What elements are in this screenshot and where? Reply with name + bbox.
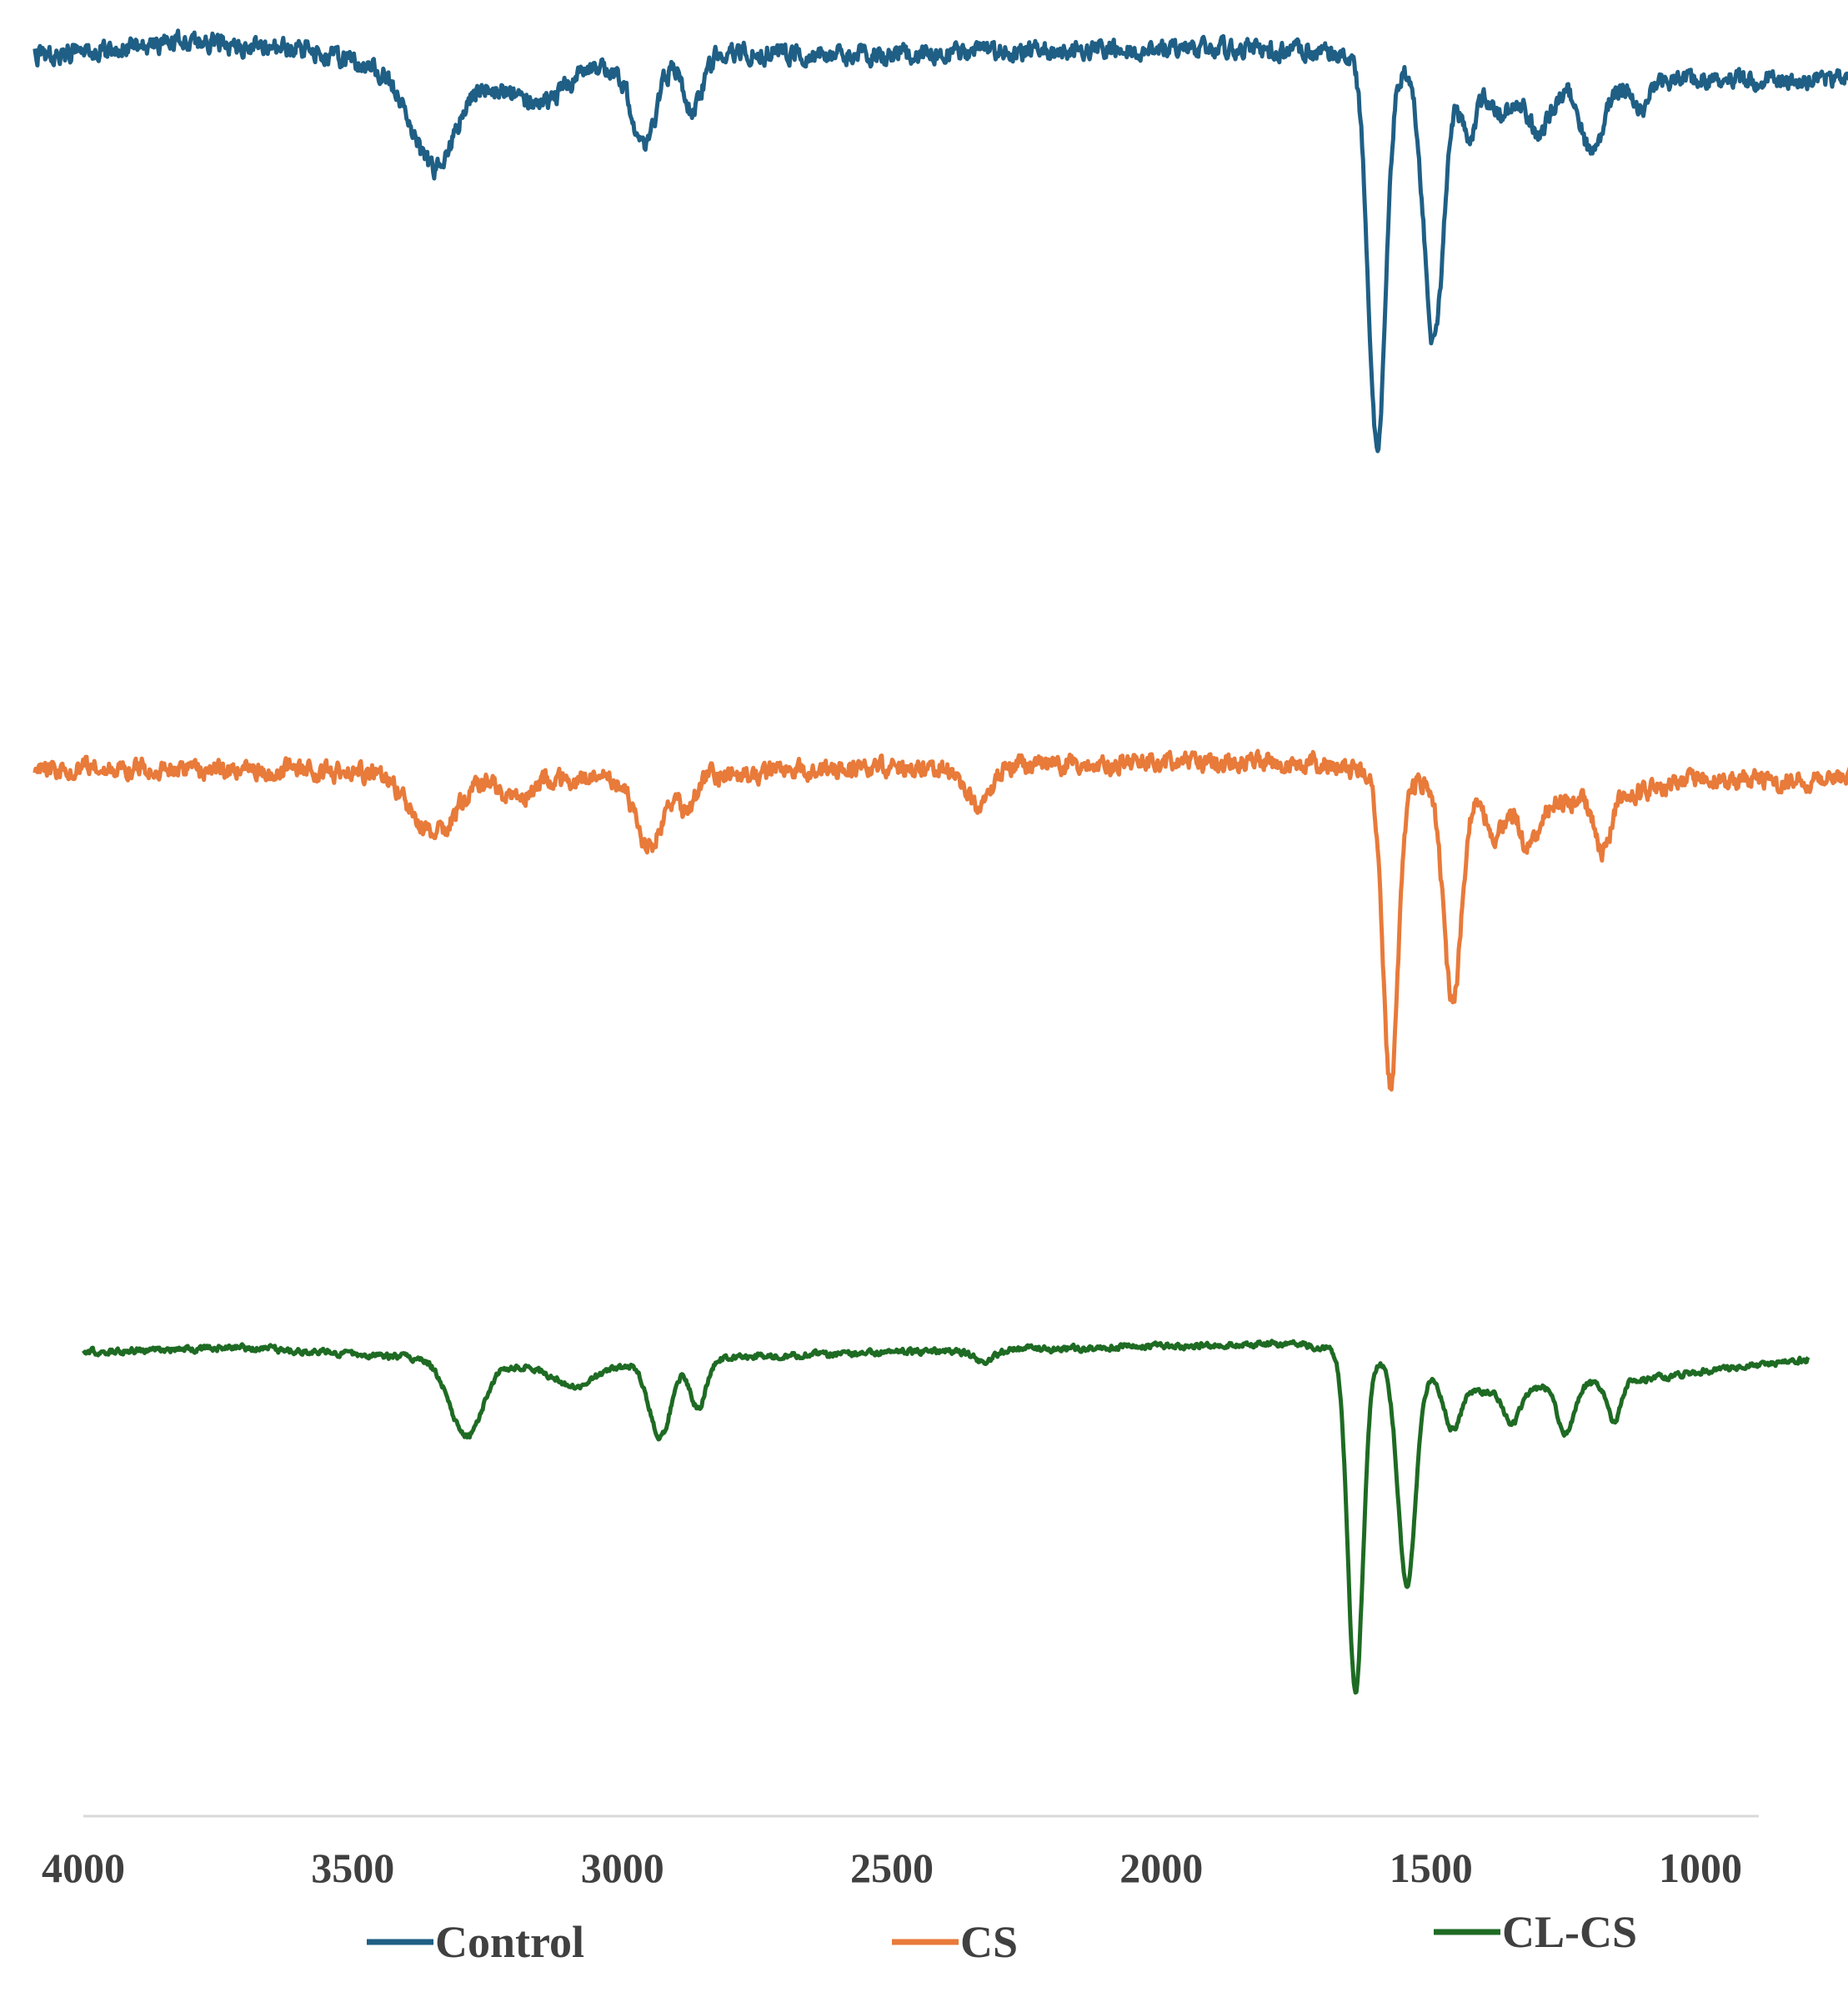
legend-label: CL-CS <box>1502 1907 1637 1957</box>
series-line-cl-cs <box>82 1339 1810 1695</box>
legend-item-cs: CS <box>892 1917 1018 1967</box>
x-tick-label: 2000 <box>1119 1844 1203 1891</box>
legend-item-cl-cs: CL-CS <box>1434 1907 1637 1957</box>
x-tick-label: 1500 <box>1390 1844 1473 1891</box>
legend-label: Control <box>435 1917 584 1967</box>
x-tick-labels: 4000 3500 3000 2500 2000 1500 1000 <box>42 1844 1742 1891</box>
x-tick-label: 3500 <box>311 1844 394 1891</box>
series-line-control <box>33 28 1848 453</box>
x-tick-label: 4000 <box>42 1844 125 1891</box>
x-tick-label: 3000 <box>581 1844 664 1891</box>
x-tick-label: 2500 <box>850 1844 934 1891</box>
legend: Control CS CL-CS <box>367 1907 1637 1967</box>
series-layer <box>33 28 1848 1695</box>
legend-label: CS <box>960 1917 1018 1967</box>
x-tick-label: 1000 <box>1659 1844 1742 1891</box>
series-line-cs <box>33 748 1848 1092</box>
legend-item-control: Control <box>367 1917 584 1967</box>
